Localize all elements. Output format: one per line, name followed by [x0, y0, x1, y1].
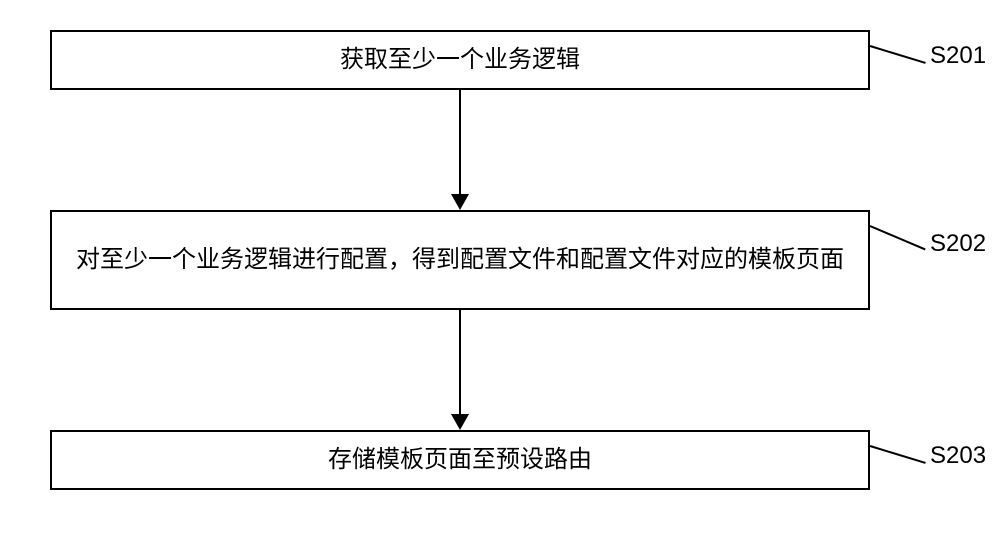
label-connector-1	[870, 45, 926, 64]
arrow-line-1	[459, 90, 461, 194]
label-connector-2	[870, 225, 926, 250]
flow-step-2-text: 对至少一个业务逻辑进行配置，得到配置文件和配置文件对应的模板页面	[76, 242, 844, 278]
flow-step-1: 获取至少一个业务逻辑	[50, 30, 870, 90]
flow-step-3-text: 存储模板页面至预设路由	[328, 442, 592, 478]
step-label-2: S202	[930, 230, 986, 258]
flow-step-1-text: 获取至少一个业务逻辑	[340, 42, 580, 78]
step-label-3: S203	[930, 442, 986, 470]
step-label-1: S201	[930, 42, 986, 70]
arrow-head-2	[451, 414, 469, 430]
flow-step-2: 对至少一个业务逻辑进行配置，得到配置文件和配置文件对应的模板页面	[50, 210, 870, 310]
flow-step-3: 存储模板页面至预设路由	[50, 430, 870, 490]
arrow-head-1	[451, 194, 469, 210]
label-connector-3	[870, 445, 926, 464]
arrow-line-2	[459, 310, 461, 414]
